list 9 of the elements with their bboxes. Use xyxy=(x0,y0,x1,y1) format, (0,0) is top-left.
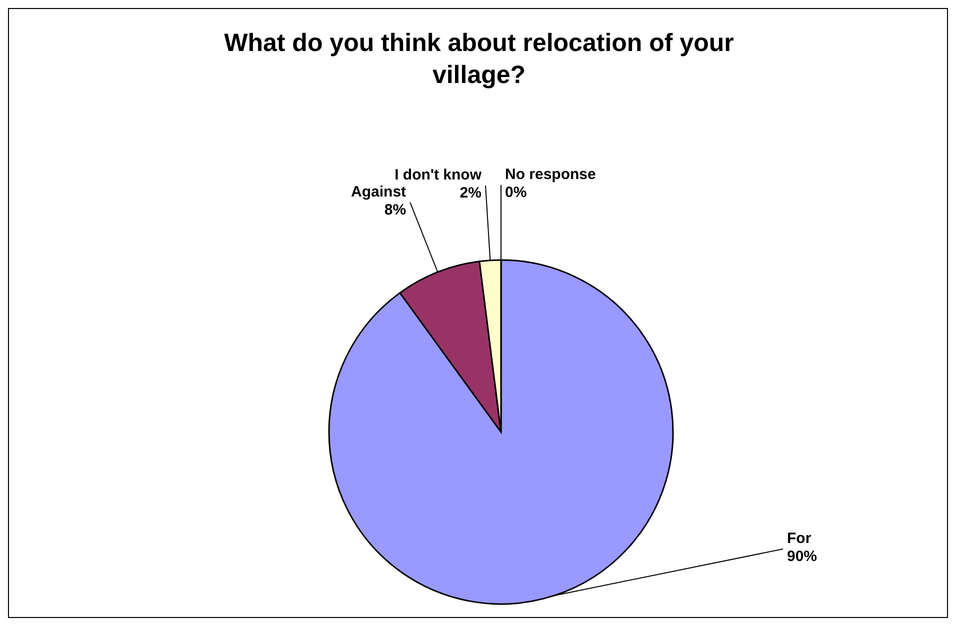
data-label: 2% xyxy=(460,184,482,202)
category-label: No response xyxy=(505,166,596,183)
slice-label: I don't know xyxy=(394,166,482,184)
text: 0% xyxy=(505,184,527,201)
chart-title: What do you think about relocation of your village? xyxy=(223,28,735,91)
data-label: 8% xyxy=(384,201,406,218)
data-label: 90% xyxy=(787,548,818,565)
slice-label: Against xyxy=(351,183,406,200)
slice-label: For xyxy=(787,530,812,547)
